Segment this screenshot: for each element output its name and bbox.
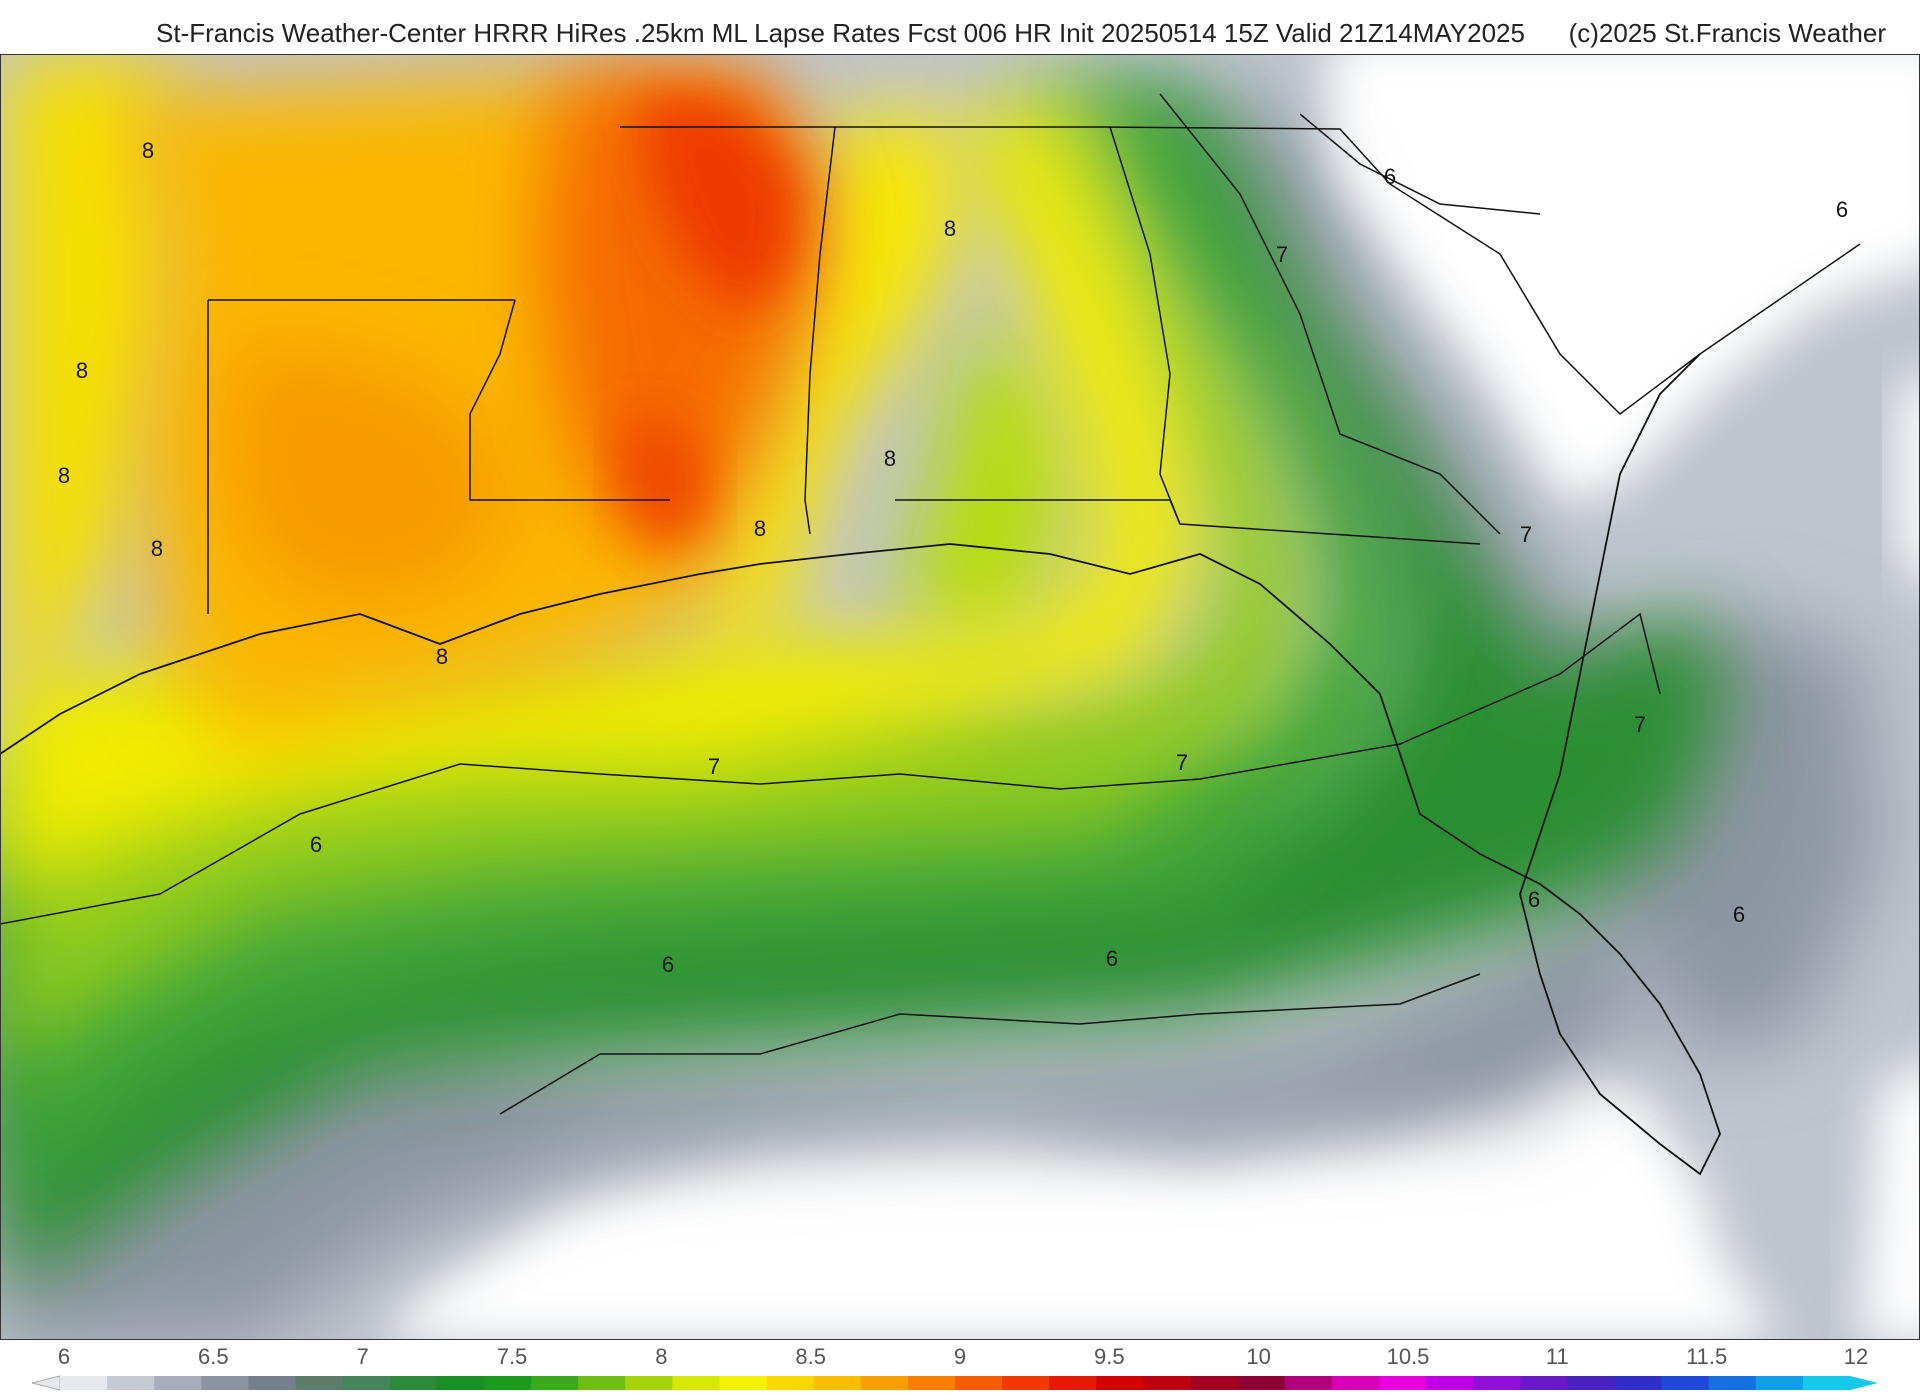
copyright-credit: (c)2025 St.Francis Weather — [1568, 18, 1886, 48]
contour-label: 8 — [58, 463, 70, 488]
colorbar-tick-label: 7.5 — [496, 1344, 528, 1369]
colorbar-swatch — [201, 1376, 249, 1390]
colorbar-swatch — [1002, 1376, 1050, 1390]
contour-label: 8 — [754, 516, 766, 541]
contour-label: 7 — [1520, 522, 1532, 547]
contour-label: 8 — [151, 536, 163, 561]
contour-label: 7 — [1634, 712, 1646, 737]
louisiana-mississippi-border — [469, 299, 670, 501]
colorbar-swatch — [1096, 1376, 1144, 1390]
colorbar-tick-label: 8 — [655, 1344, 668, 1369]
colorbar-swatch — [1802, 1376, 1851, 1390]
contour-label: 7 — [708, 754, 720, 779]
colorbar-tick-label: 10 — [1246, 1344, 1271, 1369]
contour-label: 6 — [1528, 887, 1540, 912]
contour-label: 6 — [310, 832, 322, 857]
colorbar-swatch — [107, 1376, 155, 1390]
colorbar-tick-label: 9.5 — [1094, 1344, 1125, 1369]
colorbar-swatch — [1143, 1376, 1192, 1390]
colorbar-min-arrow — [31, 1375, 61, 1391]
map-title: St-Francis Weather-Center HRRR HiRes .25… — [156, 18, 1525, 48]
colorbar-tick-label: 9 — [953, 1344, 967, 1369]
colorbar-swatch — [578, 1376, 626, 1390]
colorbar-swatch — [60, 1376, 108, 1390]
carolina-border — [1389, 183, 1861, 415]
colorbar-tick-label: 12 — [1843, 1344, 1869, 1369]
contour-label: 7 — [1176, 750, 1188, 775]
colorbar-tick-label: 11 — [1545, 1344, 1569, 1369]
colorbar-tick-label: 10.5 — [1386, 1344, 1430, 1369]
contour-lines — [0, 93, 1661, 1115]
map-header: St-Francis Weather-Center HRRR HiRes .25… — [0, 0, 1920, 54]
colorbar-scale — [31, 1375, 1878, 1391]
state-borders — [207, 126, 1861, 614]
colorbar-swatch — [1614, 1376, 1663, 1390]
colorbar-swatch — [1190, 1376, 1239, 1390]
contour-7-east — [1159, 93, 1501, 535]
lapse-rate-shading — [0, 54, 1920, 1340]
contour-label: 6 — [662, 952, 674, 977]
contour-label-group-6: 6 6 — [662, 946, 1118, 977]
colorbar-tick-label: 11.5 — [1686, 1344, 1728, 1369]
colorbar-swatch — [389, 1376, 438, 1390]
colorbar-swatch — [672, 1376, 720, 1390]
alabama-georgia-border — [1109, 126, 1181, 525]
colorbar-swatch — [719, 1376, 768, 1390]
colorbar-max-arrow — [1850, 1376, 1878, 1390]
colorbar-swatch — [1567, 1376, 1615, 1390]
contour-label: 8 — [884, 446, 896, 471]
lapse-rate-map: 8 8 8 8 8 8 8 8 7 7 7 7 7 6 6 6 6 6 6 6 — [0, 54, 1920, 1340]
colorbar-swatch — [1520, 1376, 1568, 1390]
colorbar-tick-label: 7 — [356, 1344, 369, 1369]
contour-label: 8 — [436, 644, 448, 669]
colorbar-swatch — [1049, 1376, 1097, 1390]
colorbar-swatch — [766, 1376, 815, 1390]
colorbar-swatch — [436, 1376, 485, 1390]
contour-6-gulf — [499, 973, 1481, 1115]
colorbar-tick-label: 6 — [57, 1344, 71, 1369]
colorbar-swatch — [1473, 1376, 1521, 1390]
contour-label: 6 — [1384, 164, 1396, 189]
colorbar-tick-label: 6.5 — [198, 1344, 229, 1369]
contour-6-north — [1299, 113, 1541, 215]
contour-label: 6 — [1836, 197, 1848, 222]
colorbar-swatch — [860, 1376, 909, 1390]
contour-label: 8 — [944, 216, 956, 241]
colorbar-swatch — [1755, 1376, 1804, 1390]
colorbar-swatch — [955, 1376, 1003, 1390]
colorbar-swatch — [1284, 1376, 1333, 1390]
colorbar-swatch — [342, 1376, 391, 1390]
colorbar-swatch — [1708, 1376, 1757, 1390]
coastline — [0, 353, 1721, 1176]
colorbar-swatch — [813, 1376, 862, 1390]
colorbar-swatch — [1237, 1376, 1286, 1390]
colorbar-swatch — [1331, 1376, 1380, 1390]
mississippi-alabama-border — [804, 126, 836, 535]
contour-label: 6 — [1106, 946, 1118, 971]
colorbar: 6 6.5 7 7.5 8 8.5 9 9.5 10 10.5 11 11.5 12 — [0, 1340, 1920, 1400]
colorbar-swatch — [1426, 1376, 1474, 1390]
colorbar-swatch — [531, 1376, 579, 1390]
contour-label: 6 — [1733, 902, 1745, 927]
colorbar-tick-label: 8.5 — [795, 1344, 826, 1369]
colorbar-swatch — [248, 1376, 297, 1390]
contour-label: 8 — [142, 138, 154, 163]
colorbar-swatch — [907, 1376, 956, 1390]
colorbar-swatch — [154, 1376, 202, 1390]
contour-label: 7 — [1276, 242, 1288, 267]
contour-label: 8 — [76, 358, 88, 383]
colorbar-swatch — [483, 1376, 532, 1390]
colorbar-swatch — [625, 1376, 673, 1390]
contour-label-group: 8 8 8 8 8 8 8 8 7 7 7 7 7 6 6 6 6 6 — [58, 138, 1848, 927]
northern-state-line — [620, 126, 1391, 185]
florida-border — [895, 499, 1481, 545]
colorbar-swatch — [1661, 1376, 1710, 1390]
colorbar-swatch — [295, 1376, 344, 1390]
contour-7-gulf — [0, 612, 1661, 925]
colorbar-swatch — [1378, 1376, 1427, 1390]
